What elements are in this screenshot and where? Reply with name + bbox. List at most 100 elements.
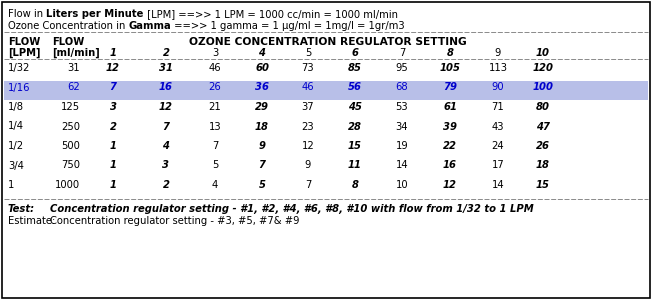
Text: 3: 3	[162, 160, 170, 170]
Text: OZONE CONCENTRATION REGULATOR SETTING: OZONE CONCENTRATION REGULATOR SETTING	[189, 37, 467, 47]
Text: 16: 16	[443, 160, 457, 170]
Text: 60: 60	[255, 63, 269, 73]
Text: 1/4: 1/4	[8, 122, 24, 131]
Text: 16: 16	[159, 82, 173, 92]
Text: 4: 4	[258, 48, 265, 58]
Text: 28: 28	[348, 122, 362, 131]
Text: 750: 750	[61, 160, 80, 170]
Text: 17: 17	[492, 160, 505, 170]
Text: 3: 3	[212, 48, 218, 58]
Text: 250: 250	[61, 122, 80, 131]
Text: 14: 14	[492, 180, 504, 190]
Text: 18: 18	[536, 160, 550, 170]
Text: 21: 21	[209, 102, 222, 112]
Text: 85: 85	[348, 63, 362, 73]
Text: 4: 4	[212, 180, 218, 190]
Text: 31: 31	[67, 63, 80, 73]
Text: 26: 26	[536, 141, 550, 151]
Text: 7: 7	[162, 122, 170, 131]
Text: 23: 23	[302, 122, 314, 131]
Text: 3: 3	[110, 102, 117, 112]
Text: 1/2: 1/2	[8, 141, 24, 151]
Text: 1: 1	[8, 180, 14, 190]
Text: 95: 95	[396, 63, 408, 73]
Text: ==>> 1 gamma = 1 μg/ml = 1mg/l = 1gr/m3: ==>> 1 gamma = 1 μg/ml = 1mg/l = 1gr/m3	[171, 21, 405, 31]
Text: 1/32: 1/32	[8, 63, 31, 73]
Text: 29: 29	[255, 102, 269, 112]
Text: 120: 120	[533, 63, 554, 73]
Text: 500: 500	[61, 141, 80, 151]
Text: 6: 6	[351, 48, 359, 58]
Text: Concentration regulator setting - #3, #5, #7& #9: Concentration regulator setting - #3, #5…	[50, 217, 299, 226]
Text: 13: 13	[209, 122, 221, 131]
Text: 46: 46	[209, 63, 221, 73]
Text: Test:: Test:	[8, 203, 35, 214]
Text: 80: 80	[536, 102, 550, 112]
Text: 2: 2	[162, 180, 170, 190]
Text: [ml/min]: [ml/min]	[52, 48, 100, 58]
Text: 61: 61	[443, 102, 457, 112]
Text: 12: 12	[443, 180, 457, 190]
Text: [LPM] ==>> 1 LPM = 1000 cc/min = 1000 ml/min: [LPM] ==>> 1 LPM = 1000 cc/min = 1000 ml…	[143, 9, 398, 19]
Text: 45: 45	[348, 102, 362, 112]
Text: 53: 53	[396, 102, 408, 112]
Text: 10: 10	[536, 48, 550, 58]
Text: 71: 71	[492, 102, 505, 112]
Text: 12: 12	[159, 102, 173, 112]
Text: FLOW: FLOW	[8, 37, 40, 47]
Text: 14: 14	[396, 160, 408, 170]
Text: 113: 113	[488, 63, 507, 73]
Text: 15: 15	[348, 141, 362, 151]
Text: Concentration regulator setting - #1, #2, #4, #6, #8, #10 with flow from 1/32 to: Concentration regulator setting - #1, #2…	[50, 203, 534, 214]
Text: 11: 11	[348, 160, 362, 170]
Text: 15: 15	[536, 180, 550, 190]
Text: 12: 12	[106, 63, 120, 73]
Text: 1000: 1000	[55, 180, 80, 190]
Text: 24: 24	[492, 141, 504, 151]
Text: 46: 46	[302, 82, 314, 92]
Text: FLOW: FLOW	[52, 37, 84, 47]
Text: 7: 7	[212, 141, 218, 151]
Text: 9: 9	[305, 160, 311, 170]
Text: 1: 1	[110, 48, 117, 58]
Text: 5: 5	[305, 48, 311, 58]
Text: [LPM]: [LPM]	[8, 48, 40, 58]
Text: 36: 36	[255, 82, 269, 92]
Text: 2: 2	[162, 48, 170, 58]
Text: 100: 100	[533, 82, 554, 92]
Text: 7: 7	[110, 82, 117, 92]
Text: 12: 12	[302, 141, 314, 151]
Text: 22: 22	[443, 141, 457, 151]
Text: 37: 37	[302, 102, 314, 112]
Text: 3/4: 3/4	[8, 160, 24, 170]
Text: 47: 47	[536, 122, 550, 131]
Text: 5: 5	[212, 160, 218, 170]
Text: 1/8: 1/8	[8, 102, 24, 112]
Text: 9: 9	[258, 141, 265, 151]
Text: 19: 19	[396, 141, 408, 151]
Text: 1: 1	[110, 180, 117, 190]
Text: 7: 7	[399, 48, 405, 58]
Text: 90: 90	[492, 82, 504, 92]
Text: 8: 8	[447, 48, 454, 58]
Text: 5: 5	[258, 180, 265, 190]
Text: 26: 26	[209, 82, 222, 92]
Text: 4: 4	[162, 141, 170, 151]
Text: 7: 7	[258, 160, 265, 170]
Text: Ozone Concentration in: Ozone Concentration in	[8, 21, 128, 31]
Text: 2: 2	[110, 122, 117, 131]
Text: 68: 68	[396, 82, 408, 92]
Text: 79: 79	[443, 82, 457, 92]
Text: Liters per Minute: Liters per Minute	[46, 9, 143, 19]
Text: 34: 34	[396, 122, 408, 131]
Text: Estimate:: Estimate:	[8, 217, 55, 226]
Text: 10: 10	[396, 180, 408, 190]
Text: 31: 31	[159, 63, 173, 73]
Text: 7: 7	[305, 180, 311, 190]
Text: 105: 105	[439, 63, 460, 73]
Text: 1/16: 1/16	[8, 82, 31, 92]
Text: 9: 9	[495, 48, 501, 58]
Text: 125: 125	[61, 102, 80, 112]
Text: Gamma: Gamma	[128, 21, 171, 31]
Text: 43: 43	[492, 122, 504, 131]
